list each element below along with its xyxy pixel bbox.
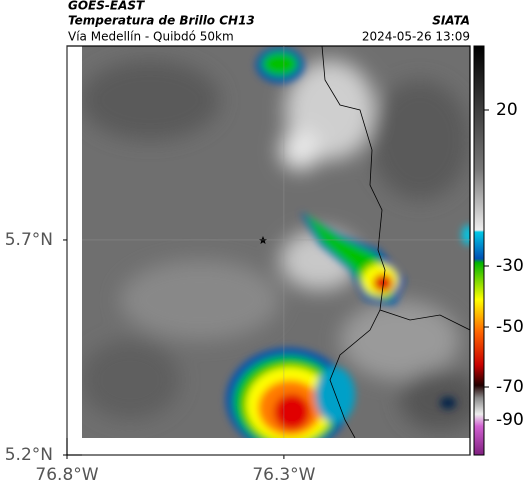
colorbar-tick-label: -50 — [496, 317, 524, 337]
colorbar-tick-label: -70 — [496, 377, 524, 397]
agency: GOES-EAST — [68, 0, 145, 13]
colorbar — [473, 45, 485, 456]
subtitle: Vía Medellín - Quibdó 50km — [68, 30, 234, 44]
y-tick-label: 5.2°N — [5, 445, 53, 465]
x-tick-label: 76.8°W — [35, 465, 98, 485]
x-tick-label: 76.3°W — [252, 465, 315, 485]
colorbar-tick-label: -90 — [496, 410, 524, 430]
datetime: 2024-05-26 13:09 — [362, 30, 470, 44]
colorbar-tick-label: 20 — [496, 100, 518, 120]
title: Temperatura de Brillo CH13 — [68, 14, 255, 28]
colorbar-tick-label: -30 — [496, 256, 524, 276]
satellite-image — [82, 46, 470, 438]
org: SIATA — [432, 14, 470, 28]
y-tick-label: 5.7°N — [5, 230, 53, 250]
